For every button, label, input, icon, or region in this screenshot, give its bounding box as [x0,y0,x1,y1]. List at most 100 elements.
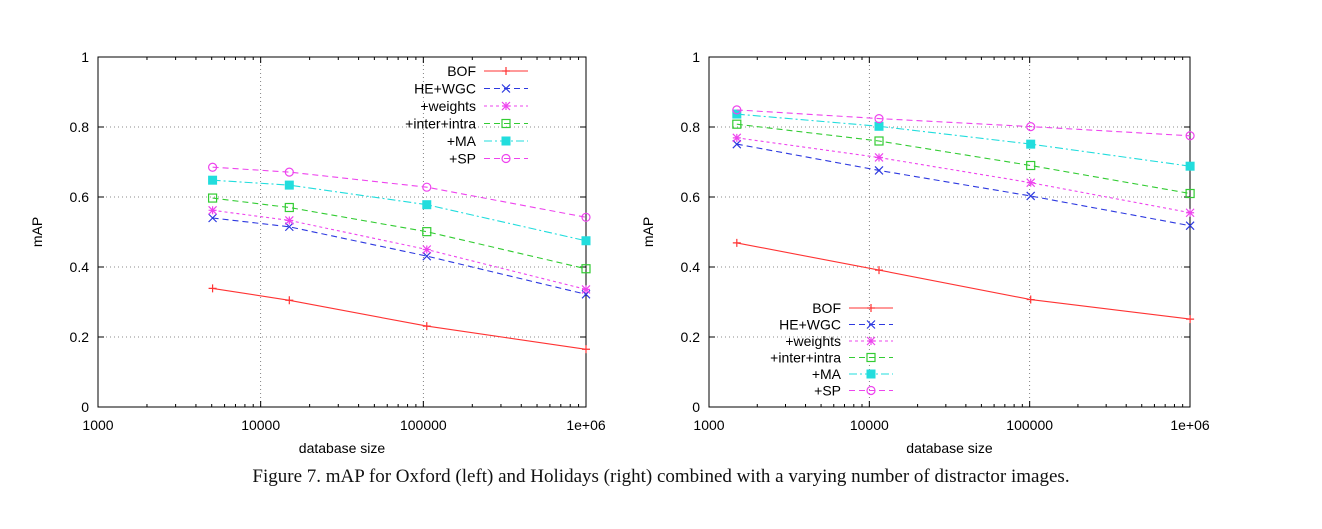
data-point [422,182,432,192]
y-tick-label: 0 [692,399,700,415]
legend-label: HE+WGC [779,317,841,333]
series-line [736,242,1191,320]
data-point [1026,139,1036,149]
series-line [736,109,1191,137]
legend-marker [501,84,511,93]
data-point [1026,160,1036,171]
data-point [208,213,218,223]
x-tick-label: 1e+06 [566,417,606,433]
series-line [212,197,587,270]
x-tick-label: 1000 [82,417,113,433]
legend-label: +SP [449,151,476,167]
y-tick-label: 0.6 [681,189,701,205]
data-point [422,251,432,261]
y-tick-label: 0.4 [681,259,701,275]
grid [98,57,586,407]
plot-frame [97,56,587,408]
series-ma [208,175,591,246]
legend-label: +MA [447,133,477,149]
series-weights [208,205,591,294]
legend-marker [867,304,875,312]
legend-label: +SP [814,383,841,399]
y-tick-label: 1 [692,49,700,65]
data-point [1185,221,1195,231]
legend-marker [501,153,511,164]
legend-label: HE+WGC [414,81,476,97]
data-point [284,202,294,213]
y-axis-label: mAP [29,217,45,247]
data-point [874,165,884,175]
data-point [582,345,590,354]
data-point [1026,178,1036,188]
chart-holidays: 0 0.2 0.4 0.6 0.8 1 1000 10000 100000 1e+06 databa… [640,49,1210,456]
legend-label: +inter+intra [405,116,476,132]
data-point [1185,131,1195,141]
legend-label: BOF [812,300,841,316]
series-line [212,179,587,242]
y-tick-label: 0.4 [70,259,90,275]
y-tick-label: 0.8 [681,119,701,135]
figure-caption: Figure 7. mAP for Oxford (left) and Holi… [252,466,1070,487]
data-point [422,322,431,331]
data-point [1185,161,1195,171]
data-point [284,167,294,177]
series-line [736,123,1191,195]
data-point [422,200,432,210]
legend-label: BOF [447,63,476,79]
series-sp [732,105,1195,141]
data-point [874,153,884,162]
data-point [284,216,294,225]
series-line [212,287,587,350]
legend-marker [501,136,511,146]
data-point [284,222,294,232]
legend-marker [866,336,876,346]
series-ma [732,109,1195,171]
data-point [732,133,742,143]
data-point [208,205,218,215]
data-point [1026,122,1036,132]
data-point [207,162,218,172]
x-axis-label: database size [906,440,993,456]
x-tick-label: 10000 [850,417,889,433]
data-point [1026,191,1036,201]
x-tick-label: 1000 [693,417,724,433]
data-point [208,284,217,293]
x-tick-label: 100000 [1006,417,1053,433]
data-point [1185,208,1195,218]
data-point [581,212,591,222]
legend-label: +weights [785,333,841,349]
series-line [212,209,587,290]
legend-marker [866,320,876,329]
x-tick-label: 10000 [241,417,280,433]
series-he-wgc [732,139,1195,231]
y-axis-label: mAP [640,217,656,247]
legend-marker [501,101,511,111]
data-point [732,238,741,247]
series-line [736,137,1191,214]
data-point [732,105,742,115]
x-axis-label: database size [299,440,386,456]
data-point [207,193,218,203]
series-bof [208,284,590,354]
y-tick-label: 0.2 [70,329,90,345]
legend-label: +MA [812,366,842,382]
y-tick-label: 0 [81,399,89,415]
data-point [284,180,294,190]
data-point [732,119,742,129]
series-line [736,113,1191,167]
data-point [874,136,884,146]
y-tick-label: 1 [81,49,89,65]
data-point [1186,315,1195,324]
series-inter-intra [732,119,1195,199]
plot-frame [708,56,1191,408]
chart-oxford: 0 0.2 0.4 0.6 0.8 1 1000 10000 100000 1e+06 databa… [29,49,606,456]
grid [709,57,1190,407]
series-bof [732,238,1195,324]
legend-marker [866,369,876,379]
x-tick-label: 1e+06 [1170,417,1210,433]
series-line [212,166,587,218]
y-tick-label: 0.8 [70,119,90,135]
